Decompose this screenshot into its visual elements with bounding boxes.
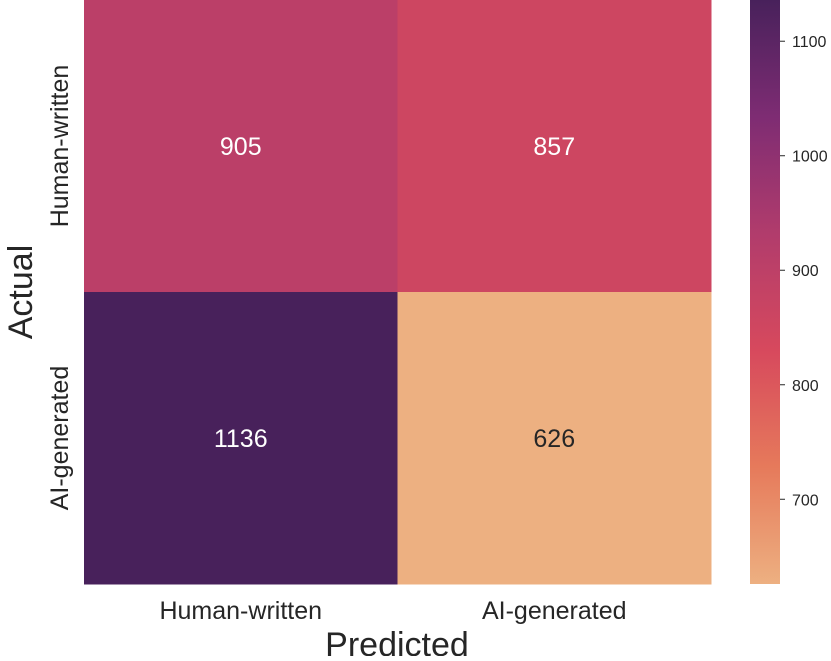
x-tick-labels: Human-written AI-generated bbox=[159, 597, 626, 625]
colorbar bbox=[750, 0, 780, 584]
heatmap-cell-1-0 bbox=[84, 292, 398, 585]
y-axis-label: Actual bbox=[2, 245, 40, 340]
cell-annotations: 905 857 1136 626 bbox=[214, 133, 575, 453]
colorbar-tick-label-2: 900 bbox=[792, 263, 819, 280]
cell-annotation-0-0: 905 bbox=[220, 133, 262, 161]
x-axis-label: Predicted bbox=[325, 626, 469, 656]
y-tick-label-1: AI-generated bbox=[46, 366, 74, 511]
colorbar-tick-label-4: 1100 bbox=[792, 34, 827, 51]
colorbar-tick-label-3: 1000 bbox=[792, 149, 828, 166]
colorbar-ticks: 700 800 900 1000 1100 bbox=[780, 34, 828, 509]
heatmap-cells bbox=[84, 0, 712, 585]
x-tick-label-1: AI-generated bbox=[482, 597, 627, 625]
colorbar-tick-label-0: 700 bbox=[792, 492, 819, 509]
y-tick-labels: Human-written AI-generated bbox=[46, 65, 74, 511]
cell-annotation-1-1: 626 bbox=[533, 425, 575, 453]
cell-annotation-0-1: 857 bbox=[533, 133, 575, 161]
colorbar-tick-label-1: 800 bbox=[792, 378, 819, 395]
x-tick-label-0: Human-written bbox=[159, 597, 322, 625]
y-tick-label-0: Human-written bbox=[46, 65, 74, 228]
heatmap-cell-1-1 bbox=[397, 292, 712, 585]
heatmap-cell-0-0 bbox=[84, 0, 398, 293]
heatmap-cell-0-1 bbox=[397, 0, 712, 293]
cell-annotation-1-0: 1136 bbox=[214, 425, 268, 453]
